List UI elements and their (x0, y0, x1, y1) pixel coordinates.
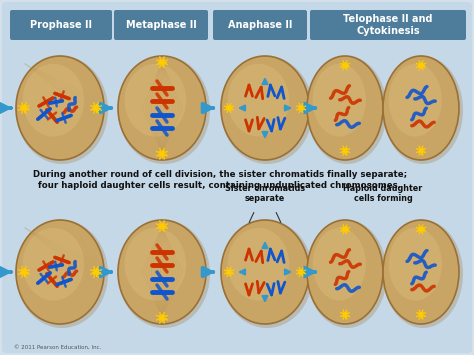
Circle shape (419, 149, 422, 152)
Ellipse shape (221, 220, 313, 328)
Ellipse shape (16, 56, 108, 164)
Circle shape (160, 152, 164, 155)
Text: Prophase II: Prophase II (30, 20, 92, 30)
Circle shape (160, 316, 164, 320)
Ellipse shape (383, 220, 459, 324)
Text: Metaphase II: Metaphase II (126, 20, 196, 30)
Text: Telophase II and
Cytokinesis: Telophase II and Cytokinesis (343, 14, 433, 36)
Ellipse shape (389, 228, 442, 301)
Text: © 2011 Pearson Education, Inc.: © 2011 Pearson Education, Inc. (14, 345, 101, 350)
Ellipse shape (307, 220, 387, 328)
Circle shape (22, 270, 26, 274)
Ellipse shape (313, 228, 366, 301)
Circle shape (228, 106, 230, 109)
Ellipse shape (383, 56, 463, 164)
Ellipse shape (228, 228, 289, 301)
Ellipse shape (383, 220, 463, 328)
Ellipse shape (307, 56, 387, 164)
Ellipse shape (118, 56, 206, 160)
Circle shape (22, 106, 26, 110)
Circle shape (419, 313, 422, 316)
Circle shape (94, 106, 98, 110)
Ellipse shape (16, 220, 108, 328)
Ellipse shape (118, 220, 210, 328)
FancyBboxPatch shape (213, 10, 307, 40)
Ellipse shape (118, 220, 206, 324)
Text: Haploid daughter
cells forming: Haploid daughter cells forming (343, 184, 423, 203)
Ellipse shape (307, 56, 383, 160)
Circle shape (419, 64, 422, 67)
Ellipse shape (16, 220, 104, 324)
Ellipse shape (221, 220, 309, 324)
Circle shape (344, 228, 346, 231)
Ellipse shape (23, 228, 84, 301)
Text: Anaphase II: Anaphase II (228, 20, 292, 30)
Ellipse shape (221, 56, 313, 164)
Circle shape (300, 106, 302, 109)
Ellipse shape (125, 228, 186, 301)
FancyBboxPatch shape (114, 10, 208, 40)
Ellipse shape (389, 64, 442, 137)
Ellipse shape (118, 56, 210, 164)
Ellipse shape (307, 220, 383, 324)
Circle shape (300, 271, 302, 273)
Circle shape (344, 149, 346, 152)
Ellipse shape (228, 64, 289, 137)
Circle shape (160, 225, 164, 228)
Ellipse shape (23, 64, 84, 137)
Ellipse shape (221, 56, 309, 160)
Text: Sister chromatids
separate: Sister chromatids separate (225, 184, 305, 203)
Circle shape (344, 64, 346, 67)
Circle shape (160, 61, 164, 64)
Ellipse shape (383, 56, 459, 160)
Circle shape (228, 271, 230, 273)
Circle shape (94, 270, 98, 274)
Ellipse shape (125, 64, 186, 137)
Ellipse shape (16, 56, 104, 160)
Circle shape (344, 313, 346, 316)
Ellipse shape (313, 64, 366, 137)
Circle shape (419, 228, 422, 231)
FancyBboxPatch shape (10, 10, 112, 40)
FancyBboxPatch shape (310, 10, 466, 40)
Text: During another round of cell division, the sister chromatids finally separate;
f: During another round of cell division, t… (33, 170, 407, 190)
